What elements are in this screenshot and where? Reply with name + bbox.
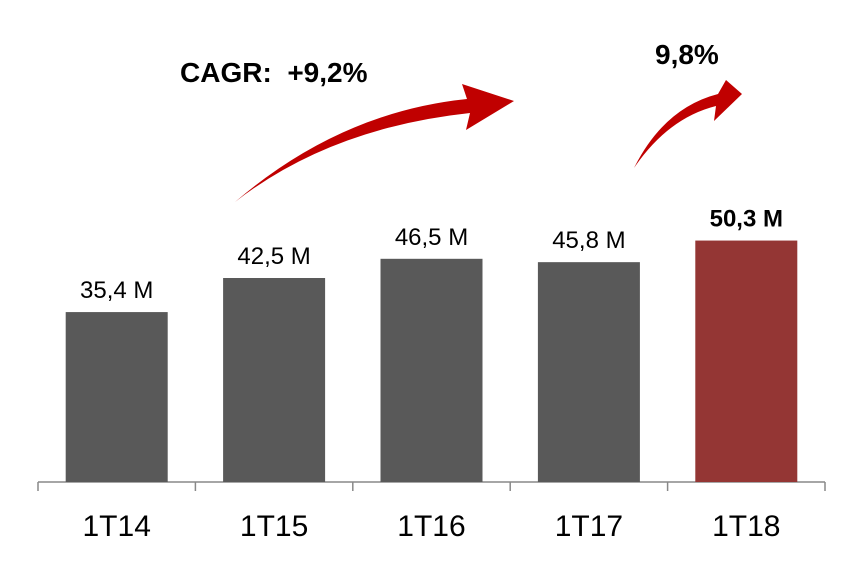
growth-arrow — [634, 80, 742, 168]
bar — [695, 240, 798, 482]
value-label: 45,8 M — [552, 227, 625, 254]
bar — [537, 262, 640, 482]
x-tick-label: 1T16 — [397, 510, 465, 543]
bar — [223, 278, 326, 482]
x-tick-label: 1T14 — [83, 510, 151, 543]
cagr-arrow — [235, 84, 514, 202]
value-label: 46,5 M — [395, 224, 468, 251]
cagr-label: CAGR: +9,2% — [180, 57, 368, 88]
value-label: 42,5 M — [237, 243, 310, 270]
x-tick-label: 1T15 — [240, 510, 308, 543]
x-tick-label: 1T18 — [712, 510, 780, 543]
value-label: 35,4 M — [80, 277, 153, 304]
value-label: 50,3 M — [710, 206, 783, 233]
x-tick-label: 1T17 — [555, 510, 623, 543]
bar — [380, 258, 483, 482]
bar — [65, 312, 168, 482]
growth-label: 9,8% — [655, 39, 719, 70]
